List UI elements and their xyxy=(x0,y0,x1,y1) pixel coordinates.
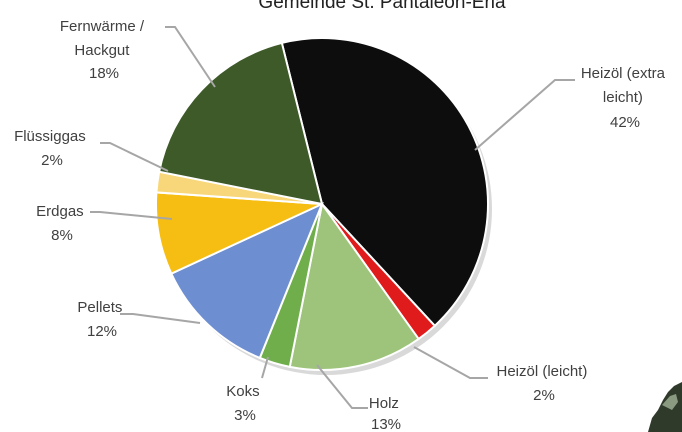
pie-slice-heizöl-extra-leicht xyxy=(280,37,489,328)
pie-slice-holz xyxy=(288,201,421,371)
leader-line-koks xyxy=(261,356,269,379)
pie-slice-fernwärme-hackgut xyxy=(157,41,324,206)
pie-slice-pellets xyxy=(169,202,324,360)
leader-line-pellets xyxy=(120,313,201,324)
chart-title: Gemeinde St. Pantaleon-Erla xyxy=(258,0,506,13)
leader-line-holz xyxy=(316,364,368,409)
label-erdgas: Erdgas 8% xyxy=(36,203,88,244)
leader-line-fernwaerme xyxy=(165,26,216,88)
label-heizoel-leicht: Heizöl (leicht) 2% xyxy=(496,363,591,404)
leader-line-heizoel-extra xyxy=(474,79,575,151)
label-fernwaerme: Fernwärme / Hackgut 18% xyxy=(60,18,148,82)
label-koks: Koks 3% xyxy=(226,383,264,424)
leader-line-heizoel-leicht xyxy=(413,346,488,379)
label-holz: Holz 13% xyxy=(369,395,403,432)
pie-slices xyxy=(155,37,492,375)
label-fluessiggas: Flüssiggas 2% xyxy=(14,128,90,169)
leader-line-fluessiggas xyxy=(100,142,169,172)
label-pellets: Pellets 12% xyxy=(77,299,126,340)
leader-line-erdgas xyxy=(90,211,173,220)
corner-foliage-highlight xyxy=(662,394,678,410)
label-heizoel-extra: Heizöl (extra leicht) 42% xyxy=(581,65,669,131)
corner-foliage xyxy=(648,382,682,432)
